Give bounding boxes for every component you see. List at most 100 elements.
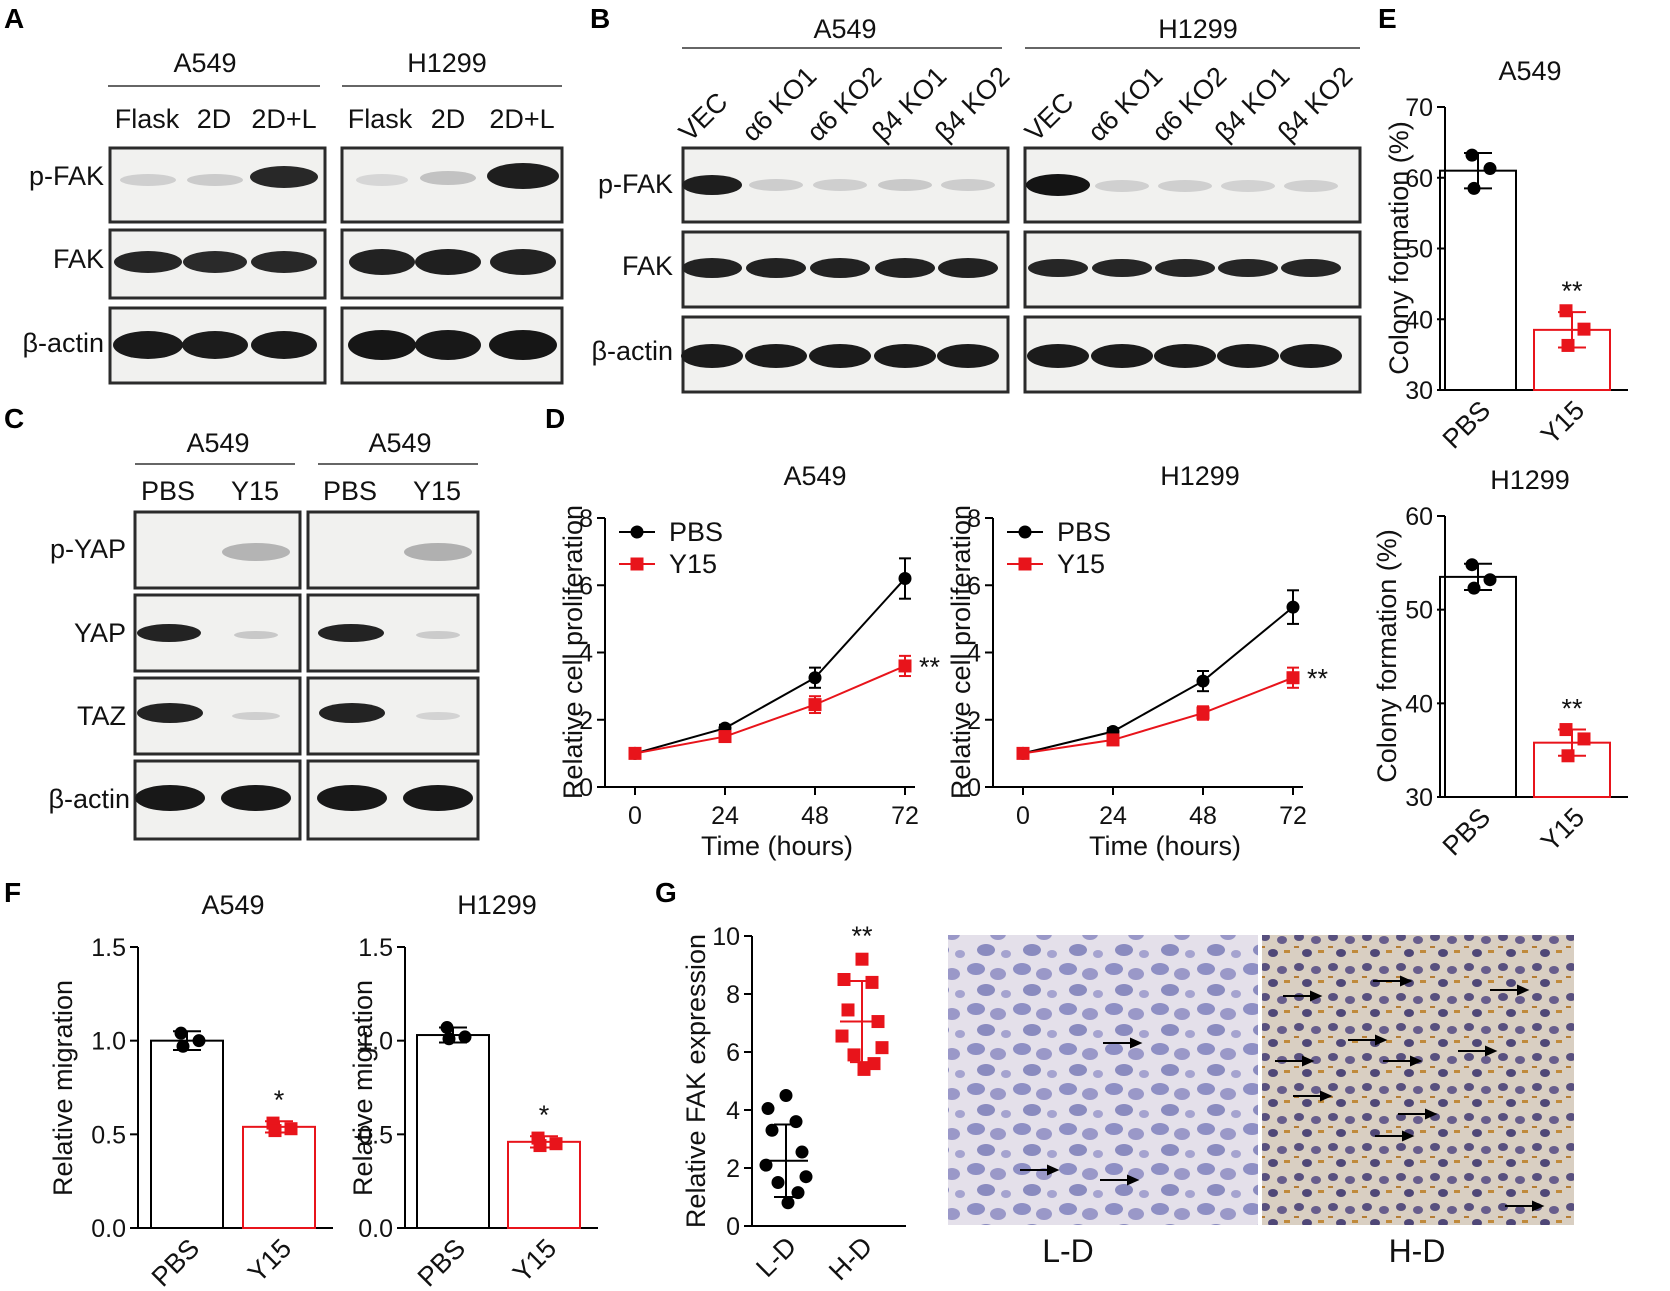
data-point — [442, 1032, 456, 1046]
y-tick-label: 8 — [726, 981, 740, 1009]
data-point — [440, 1021, 454, 1035]
y-tick-label: 1.0 — [91, 1028, 126, 1056]
data-point — [1196, 706, 1210, 720]
x-tick-label: Y15 — [507, 1233, 562, 1288]
data-point — [549, 1137, 563, 1151]
x-tick-label: H-D — [823, 1231, 878, 1286]
significance-mark: * — [539, 1100, 550, 1130]
data-point — [1286, 671, 1300, 685]
lane-label: 2D — [197, 104, 232, 134]
lane-label: 2D+L — [251, 104, 316, 134]
y-tick-label: 8 — [967, 505, 981, 533]
y-tick-label: 0 — [726, 1213, 740, 1241]
cell-line-label: A549 — [186, 428, 249, 458]
data-point — [268, 1124, 282, 1138]
data-point — [718, 730, 732, 744]
cell-line-label: A549 — [173, 48, 236, 78]
y-tick-label: 0.0 — [358, 1215, 393, 1243]
y-tick-label: 6 — [967, 572, 981, 600]
panel-letter: F — [4, 877, 21, 908]
x-tick-label: PBS — [1437, 395, 1496, 454]
data-point — [898, 659, 912, 673]
data-point — [841, 1003, 855, 1017]
y-tick-label: 6 — [579, 572, 593, 600]
cell-line-label: H1299 — [1158, 14, 1238, 44]
cell-line-label: A549 — [813, 14, 876, 44]
x-tick-label: PBS — [412, 1233, 471, 1291]
x-axis-label: Time (hours) — [1089, 831, 1241, 861]
data-point — [1467, 581, 1481, 595]
data-point — [898, 572, 912, 586]
chart-title: A549 — [783, 461, 846, 491]
data-point — [855, 952, 869, 966]
row-label: β-actin — [48, 784, 130, 814]
panel-letter: B — [590, 3, 610, 34]
ihc-label: H-D — [1389, 1233, 1446, 1269]
panel-letter: D — [545, 403, 565, 434]
y-tick-label: 50 — [1405, 597, 1433, 625]
lane-label: Flask — [115, 104, 180, 134]
bar-y15 — [507, 1140, 581, 1229]
ihc-arrows — [1020, 975, 1545, 1212]
series-line-y15 — [634, 665, 906, 755]
data-point — [1561, 338, 1575, 352]
row-label: β-actin — [22, 328, 104, 358]
panel-letter: G — [655, 877, 677, 908]
row-label: p-FAK — [29, 161, 104, 191]
chart-colony-a549: 30 40 50 60 70 A549 Colony formation (%) PBS Y15… — [1384, 56, 1628, 454]
data-point — [847, 1048, 861, 1062]
data-point — [761, 1102, 775, 1116]
x-tick-label: PBS — [1437, 802, 1496, 861]
y-axis-label: Colony formation (%) — [1372, 529, 1402, 783]
y-axis-label: Relative cell proliferation — [558, 505, 588, 799]
row-label: p-FAK — [598, 169, 673, 199]
lane-label: 2D+L — [489, 104, 554, 134]
panel-letter: A — [4, 3, 24, 34]
data-point — [1465, 148, 1479, 162]
x-tick-label: 24 — [711, 802, 739, 830]
row-label: p-YAP — [50, 534, 126, 564]
ihc-images: L-D H-D — [948, 935, 1574, 1269]
data-point — [865, 975, 879, 989]
legend-label: Y15 — [669, 549, 717, 579]
data-point — [1577, 732, 1591, 746]
y-axis-label: Relative FAK expression — [681, 934, 711, 1228]
data-point — [875, 1041, 889, 1055]
chart-colony-h1299: 30 40 50 60 H1299 Colony formation (%) PBS Y15 *… — [1372, 465, 1628, 861]
data-point — [1483, 162, 1497, 176]
data-point — [808, 698, 822, 712]
x-tick-label: 48 — [1189, 802, 1217, 830]
data-point — [1467, 181, 1481, 195]
row-label: β-actin — [591, 336, 673, 366]
data-point — [533, 1139, 547, 1153]
significance-mark: ** — [851, 921, 873, 951]
cell-line-label: A549 — [368, 428, 431, 458]
x-axis-label: Time (hours) — [701, 831, 853, 861]
y-tick-label: 60 — [1405, 165, 1433, 193]
y-axis-label: Relative migration — [48, 980, 78, 1196]
significance-mark: ** — [1307, 664, 1329, 694]
y-tick-label: 2 — [967, 707, 981, 735]
data-point — [791, 1186, 805, 1200]
data-point — [837, 973, 851, 986]
y-tick-label: 6 — [726, 1039, 740, 1067]
significance-mark: ** — [1561, 276, 1583, 306]
panel-letter: E — [1378, 3, 1397, 34]
data-point — [779, 1089, 793, 1102]
y-tick-label: 1.0 — [358, 1028, 393, 1056]
x-tick-label: PBS — [146, 1233, 205, 1291]
bar-pbs — [150, 1039, 224, 1229]
lane-label: Y15 — [231, 476, 279, 506]
data-point — [192, 1034, 206, 1048]
chart-title: A549 — [201, 890, 264, 920]
y-tick-label: 70 — [1405, 94, 1433, 122]
data-point — [795, 1145, 809, 1159]
y-tick-label: 4 — [967, 640, 981, 668]
ihc-image-low — [948, 935, 1258, 1225]
data-point — [1016, 746, 1030, 760]
data-point — [1286, 600, 1300, 614]
bar-pbs — [416, 1034, 490, 1229]
row-label: TAZ — [77, 701, 126, 731]
